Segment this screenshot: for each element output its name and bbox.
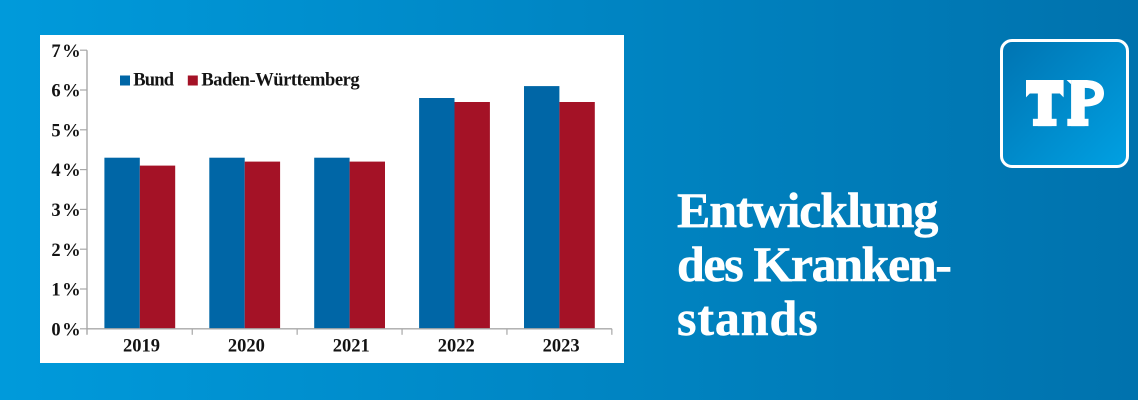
svg-text:3 %: 3 % <box>51 201 80 221</box>
svg-text:7 %: 7 % <box>51 42 80 62</box>
svg-text:4 %: 4 % <box>51 161 80 181</box>
svg-text:Baden-Württemberg: Baden-Württemberg <box>201 71 360 91</box>
svg-text:2020: 2020 <box>228 337 265 357</box>
svg-text:0 %: 0 % <box>51 320 80 340</box>
svg-text:2021: 2021 <box>333 337 370 357</box>
svg-text:2022: 2022 <box>438 337 475 357</box>
svg-text:2023: 2023 <box>543 337 580 357</box>
svg-text:Bund: Bund <box>133 71 175 91</box>
svg-text:1 %: 1 % <box>51 281 80 301</box>
svg-text:6 %: 6 % <box>51 82 80 102</box>
svg-text:2 %: 2 % <box>51 241 80 261</box>
svg-text:2019: 2019 <box>123 337 160 357</box>
svg-text:5 %: 5 % <box>51 121 80 141</box>
